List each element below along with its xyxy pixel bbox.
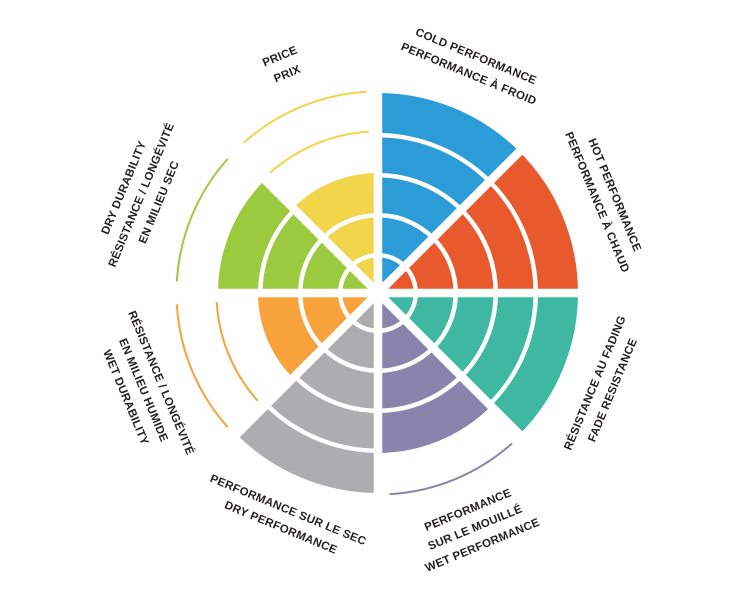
segment-dry-durability-ring-4 xyxy=(218,179,294,293)
segment-dry-performance-ring-5 xyxy=(236,406,378,493)
segment-dry-performance xyxy=(236,293,378,493)
segment-wet-performance-ring-4 xyxy=(378,377,492,453)
segment-cold-performance xyxy=(378,93,520,293)
segment-hot-performance-ring-4 xyxy=(462,183,534,293)
segment-dry-durability-outline-ring-5 xyxy=(175,158,229,282)
segment-cold-performance-ring-3 xyxy=(378,177,460,237)
spoke-separator xyxy=(374,289,533,448)
spoke-separator xyxy=(223,138,382,297)
spoke-separator xyxy=(223,289,382,448)
segment-fade-resistance-ring-5 xyxy=(491,293,578,435)
segment-wet-durability-outline-ring-5 xyxy=(175,304,229,428)
segment-wet-durability-outline-ring-4 xyxy=(215,301,258,401)
segment-hot-performance xyxy=(378,151,578,293)
segment-fade-resistance-ring-4 xyxy=(462,293,534,403)
segment-price-outline-ring-4 xyxy=(270,130,370,173)
wheel-center xyxy=(369,284,387,302)
segment-wet-durability-ring-3 xyxy=(257,293,322,378)
segment-wet-performance-ring-3 xyxy=(378,349,460,409)
spoke-separator xyxy=(374,138,533,297)
segment-price-ring-3 xyxy=(293,172,378,237)
segment-hot-performance-ring-5 xyxy=(491,151,578,293)
segment-fade-resistance-ring-3 xyxy=(434,293,494,375)
segment-dry-durability-ring-3 xyxy=(262,211,322,293)
segment-hot-performance-ring-3 xyxy=(434,211,494,293)
segment-cold-performance-ring-5 xyxy=(378,93,520,180)
segment-wet-performance-outline-ring-5 xyxy=(389,442,513,496)
segment-cold-performance-ring-4 xyxy=(378,137,488,209)
segment-dry-durability xyxy=(175,158,378,293)
segment-dry-performance-ring-4 xyxy=(268,377,378,449)
segment-price-outline-ring-5 xyxy=(243,90,367,144)
segment-dry-performance-ring-3 xyxy=(296,349,378,409)
